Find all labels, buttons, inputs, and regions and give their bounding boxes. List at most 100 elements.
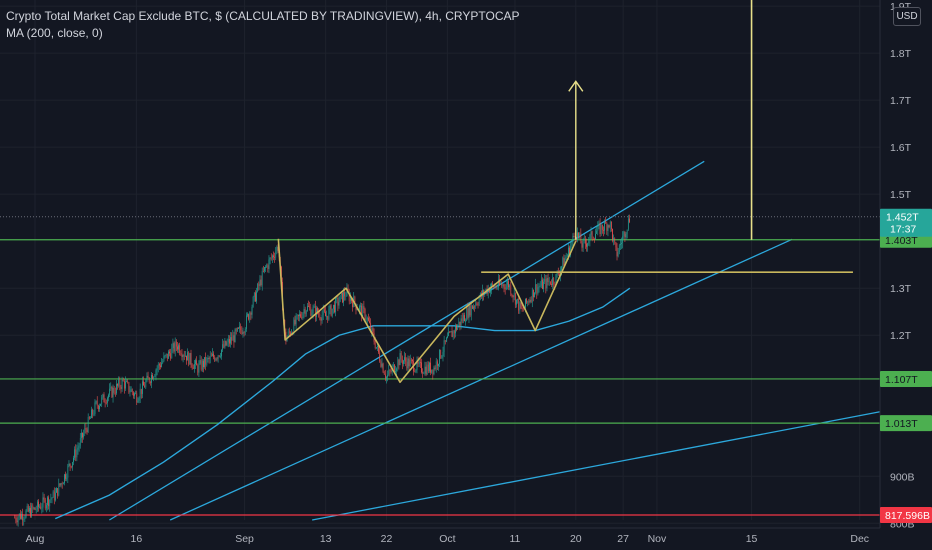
candle-body — [473, 306, 474, 309]
candle-body — [592, 239, 594, 240]
candle-body — [206, 358, 208, 365]
candle-body — [162, 361, 164, 363]
candle-body — [396, 368, 398, 371]
candle-body — [74, 449, 75, 458]
candle-body — [72, 462, 73, 468]
candle-body — [462, 315, 464, 322]
time-axis-bg — [0, 528, 932, 550]
candle-body — [170, 353, 172, 359]
candle-body — [50, 498, 52, 500]
candle-body — [231, 337, 233, 341]
current-price-badge — [880, 208, 932, 237]
candle-body — [38, 501, 39, 507]
candle-body — [285, 331, 287, 342]
candle-body — [502, 284, 504, 286]
current-price-label: 1.452T — [886, 212, 919, 224]
candle-body — [179, 345, 181, 354]
candle-body — [68, 463, 70, 466]
candle-body — [534, 292, 535, 298]
candle-body — [222, 344, 223, 350]
candle-body — [535, 284, 536, 293]
candle-body — [416, 360, 418, 370]
level-badge-label: 1.403T — [885, 235, 918, 247]
candle-body — [327, 315, 329, 320]
candle-body — [539, 285, 541, 287]
candle-body — [478, 298, 480, 305]
candle-body — [216, 358, 218, 360]
candle-body — [549, 281, 551, 285]
target-arrow — [568, 0, 753, 240]
candle-body — [256, 291, 257, 302]
candle-body — [148, 377, 150, 382]
currency-button[interactable]: USD — [893, 7, 921, 26]
time-tick-label: 15 — [746, 533, 758, 545]
candle-body — [378, 345, 379, 353]
candle-body — [530, 299, 532, 302]
candle-body — [375, 347, 377, 349]
candle-body — [69, 463, 71, 467]
candle-body — [14, 517, 16, 519]
candle-body — [220, 356, 221, 358]
candle-body — [618, 245, 620, 252]
candle-body — [458, 321, 460, 326]
candle-body — [498, 279, 499, 288]
candle-body — [571, 241, 573, 247]
candle-body — [554, 284, 556, 286]
candle-body — [455, 326, 456, 334]
candle-body — [240, 326, 242, 331]
candle-body — [65, 474, 66, 479]
candle-body — [496, 287, 498, 289]
candle-body — [253, 292, 255, 298]
candle-body — [424, 366, 426, 374]
candle-body — [360, 305, 361, 307]
candle-body — [249, 312, 251, 320]
candle-body — [328, 309, 330, 320]
candle-body — [259, 279, 261, 287]
candle-body — [377, 345, 378, 348]
candle-body — [587, 243, 588, 247]
candle-body — [144, 385, 146, 388]
candle-body — [475, 303, 477, 307]
candle-body — [551, 284, 552, 286]
candle-body — [242, 332, 244, 334]
candle-body — [128, 382, 130, 392]
candle-body — [418, 362, 420, 364]
candle-body — [142, 381, 143, 394]
candle-body — [466, 308, 468, 321]
candle-body — [333, 304, 334, 309]
candle-body — [346, 288, 348, 297]
candle-body — [117, 384, 118, 386]
candle-body — [382, 363, 384, 373]
candle-body — [269, 257, 271, 260]
candle-body — [119, 379, 121, 388]
candle-body — [30, 507, 31, 517]
candle-body — [557, 272, 559, 275]
candle-body — [503, 284, 505, 288]
candle-body — [453, 330, 455, 334]
candle-body — [380, 361, 382, 367]
candle-body — [154, 375, 156, 377]
candle-body — [625, 233, 627, 238]
candle-body — [407, 358, 409, 369]
candle-body — [501, 283, 503, 286]
candle-body — [608, 225, 610, 228]
candle-body — [348, 292, 350, 302]
candle-body — [573, 235, 575, 237]
candle-body — [84, 428, 86, 434]
candle-body — [400, 353, 402, 360]
candle-body — [331, 308, 333, 316]
candle-body — [338, 301, 340, 306]
candle-body — [143, 381, 144, 386]
candle-body — [238, 327, 239, 329]
candle-body — [177, 346, 178, 350]
candle-body — [87, 417, 89, 433]
candle-body — [392, 364, 394, 368]
candle-body — [612, 228, 613, 241]
level-badge-label: 1.107T — [885, 374, 918, 386]
candle-body — [131, 389, 133, 393]
candle-body — [133, 392, 134, 396]
candle-body — [221, 349, 222, 357]
candle-body — [354, 296, 356, 304]
candle-body — [52, 491, 54, 498]
